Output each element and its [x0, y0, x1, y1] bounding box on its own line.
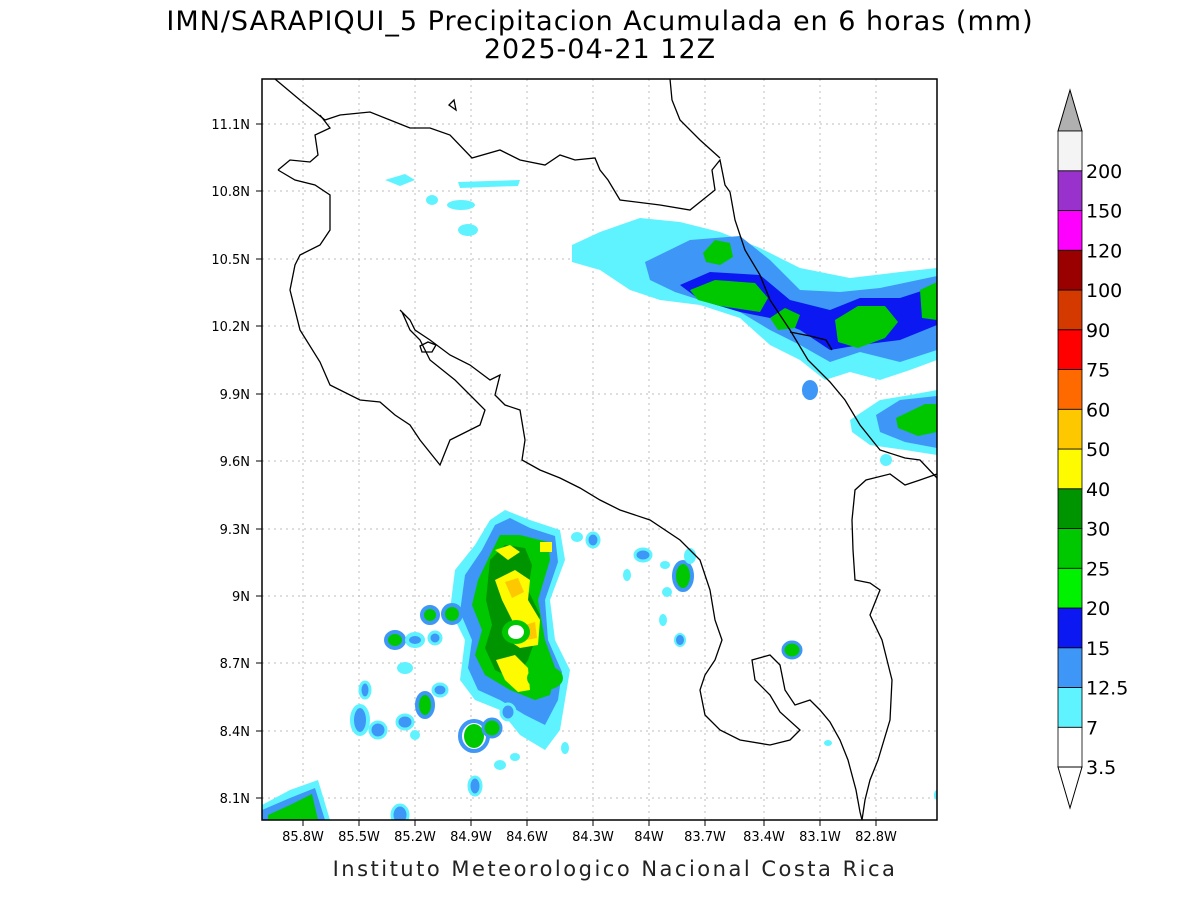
colorbar-level-label: 200: [1086, 161, 1122, 183]
lon-axis: 85.8W 85.5W 85.2W 84.9W 84.6W 84.3W 84W …: [282, 820, 897, 845]
lat-label: 8.7N: [220, 657, 250, 672]
rain-band-north: [385, 174, 937, 466]
lon-label: 83.4W: [743, 830, 785, 845]
colorbar-bin: [1057, 249, 1083, 291]
coastlines: [274, 79, 937, 820]
colorbar-under-arrow: [1057, 766, 1083, 810]
lon-label: 84.3W: [572, 830, 614, 845]
colorbar: 3.5 7 12.5 15 20 25 30 40 50 60 75 90 100 120 150 200: [1057, 88, 1128, 810]
colorbar-level-label: 3.5: [1086, 757, 1116, 779]
map-title: IMN/SARAPIQUI_5 Precipitacion Acumulada …: [166, 6, 1034, 37]
colorbar-bin: [1057, 408, 1083, 450]
lat-label: 9.9N: [220, 388, 250, 403]
precipitation-field: [262, 79, 937, 820]
colorbar-level-label: 60: [1086, 399, 1110, 421]
colorbar-level-label: 20: [1086, 598, 1110, 620]
lon-label: 84W: [634, 830, 664, 845]
colorbar-bin: [1057, 448, 1083, 490]
lat-label: 9.6N: [220, 455, 250, 470]
rain-cells-scattered: [262, 531, 937, 820]
colorbar-bin: [1057, 369, 1083, 410]
colorbar-level-label: 40: [1086, 479, 1110, 501]
lat-label: 10.2N: [211, 320, 250, 335]
colorbar-bin: [1057, 687, 1083, 728]
footer-credit: Instituto Meteorologico Nacional Costa R…: [332, 857, 898, 881]
lat-label: 8.1N: [220, 792, 250, 807]
lon-label: 85.5W: [338, 830, 380, 845]
lat-label: 10.8N: [211, 185, 250, 200]
lon-label: 82.8W: [855, 830, 897, 845]
lat-axis: 11.1N 10.8N 10.5N 10.2N 9.9N 9.6N 9.3N 9…: [211, 118, 262, 807]
colorbar-bin: [1057, 726, 1083, 768]
lon-label: 85.8W: [282, 830, 324, 845]
colorbar-level-label: 25: [1086, 558, 1110, 580]
colorbar-bin: [1057, 210, 1083, 251]
map-subtitle: 2025-04-21 12Z: [483, 34, 717, 65]
lat-label: 10.5N: [211, 253, 250, 268]
lon-label: 83.1W: [799, 830, 841, 845]
colorbar-bin: [1057, 130, 1083, 172]
lat-label: 8.4N: [220, 725, 250, 740]
colorbar-bin: [1057, 567, 1083, 609]
rain-cluster-south: [450, 510, 570, 753]
lat-label: 9N: [232, 590, 250, 605]
colorbar-level-label: 90: [1086, 320, 1110, 342]
lon-label: 84.9W: [450, 830, 492, 845]
lon-label: 84.6W: [506, 830, 548, 845]
colorbar-bin: [1057, 170, 1083, 211]
colorbar-level-label: 50: [1086, 439, 1110, 461]
colorbar-bin: [1057, 488, 1083, 529]
colorbar-level-label: 100: [1086, 280, 1122, 302]
lat-label: 11.1N: [211, 118, 250, 133]
colorbar-level-label: 30: [1086, 519, 1110, 541]
colorbar-bin: [1057, 607, 1083, 649]
lat-label: 9.3N: [220, 523, 250, 538]
lon-label: 85.2W: [394, 830, 436, 845]
colorbar-level-label: 12.5: [1086, 678, 1128, 700]
colorbar-level-label: 15: [1086, 638, 1110, 660]
colorbar-level-label: 150: [1086, 201, 1122, 223]
lon-label: 83.7W: [684, 830, 726, 845]
colorbar-bin: [1057, 528, 1083, 569]
colorbar-bin: [1057, 647, 1083, 688]
plot-frame: [261, 78, 938, 821]
rain-band-east: [850, 390, 937, 455]
colorbar-level-label: 120: [1086, 240, 1122, 262]
colorbar-level-label: 75: [1086, 360, 1110, 382]
colorbar-over-arrow: [1057, 88, 1083, 132]
colorbar-bin: [1057, 329, 1083, 370]
colorbar-level-label: 7: [1086, 717, 1098, 739]
colorbar-bin: [1057, 289, 1083, 331]
